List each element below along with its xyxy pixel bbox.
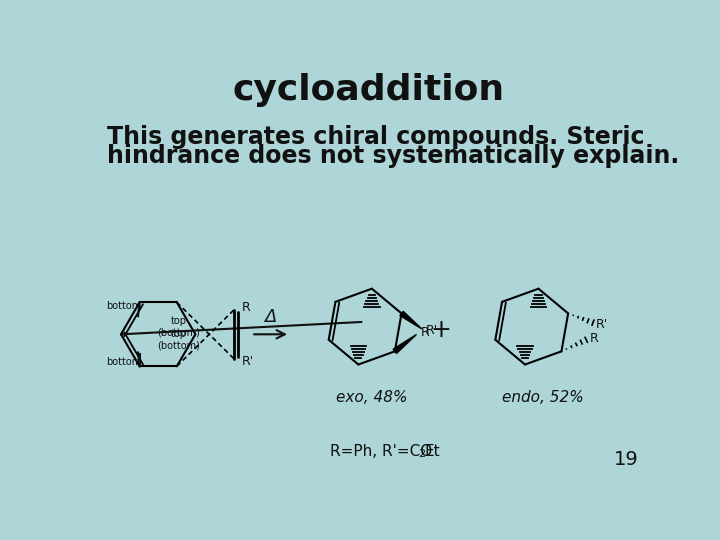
Text: R': R' xyxy=(596,318,608,330)
Polygon shape xyxy=(393,334,416,354)
Text: endo, 52%: endo, 52% xyxy=(503,390,584,405)
Text: This generates chiral compounds. Steric: This generates chiral compounds. Steric xyxy=(107,125,644,149)
Text: 19: 19 xyxy=(614,450,639,469)
Text: 2: 2 xyxy=(418,449,426,460)
Text: bottom: bottom xyxy=(107,357,142,367)
Text: +: + xyxy=(431,319,451,342)
Text: hindrance does not systematically explain.: hindrance does not systematically explai… xyxy=(107,144,679,168)
Text: cycloaddition: cycloaddition xyxy=(233,73,505,107)
Text: R': R' xyxy=(426,324,438,337)
Text: top
(bottom): top (bottom) xyxy=(157,329,199,351)
Polygon shape xyxy=(400,311,422,329)
Text: Et: Et xyxy=(425,444,441,459)
Text: Δ: Δ xyxy=(264,308,276,326)
Text: R=Ph, R'=CO: R=Ph, R'=CO xyxy=(330,444,433,459)
Text: R: R xyxy=(242,301,251,314)
Text: R: R xyxy=(420,326,429,339)
Text: bottom: bottom xyxy=(107,301,142,311)
Text: R': R' xyxy=(242,355,254,368)
Text: R: R xyxy=(590,332,598,345)
Text: exo, 48%: exo, 48% xyxy=(336,390,407,405)
Text: top
(bottom): top (bottom) xyxy=(157,316,199,338)
